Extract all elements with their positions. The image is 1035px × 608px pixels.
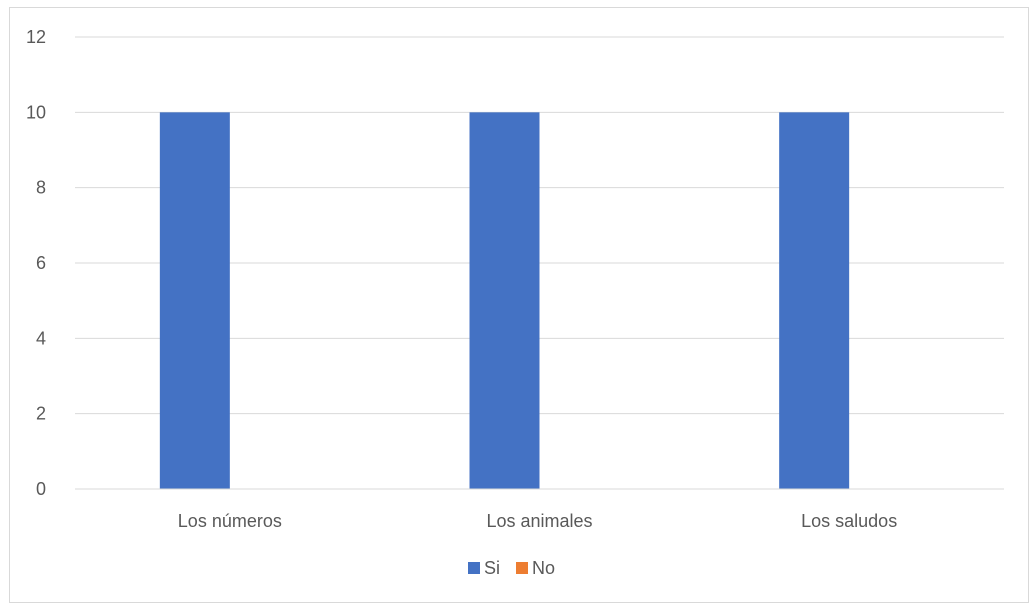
bars (159, 112, 850, 489)
x-tick-label: Los números (178, 511, 282, 531)
x-tick-label: Los animales (486, 511, 592, 531)
x-axis-tick-labels: Los números Los animales Los saludos (178, 511, 897, 531)
x-tick-label: Los saludos (801, 511, 897, 531)
legend-label: Si (484, 558, 500, 578)
bar-si-3 (779, 112, 850, 489)
y-tick-label: 4 (36, 328, 46, 348)
legend: Si No (468, 558, 555, 578)
y-tick-label: 6 (36, 253, 46, 273)
bar-si-1 (159, 112, 230, 489)
y-tick-label: 8 (36, 178, 46, 198)
y-tick-label: 10 (26, 102, 46, 122)
bar-si-2 (469, 112, 540, 489)
y-tick-label: 2 (36, 404, 46, 424)
legend-item-no: No (516, 558, 555, 578)
y-axis-tick-labels: 0 2 4 6 8 10 12 (26, 27, 46, 499)
legend-swatch (516, 562, 528, 574)
y-tick-label: 0 (36, 479, 46, 499)
legend-swatch (468, 562, 480, 574)
legend-label: No (532, 558, 555, 578)
legend-item-si: Si (468, 558, 500, 578)
y-tick-label: 12 (26, 27, 46, 47)
